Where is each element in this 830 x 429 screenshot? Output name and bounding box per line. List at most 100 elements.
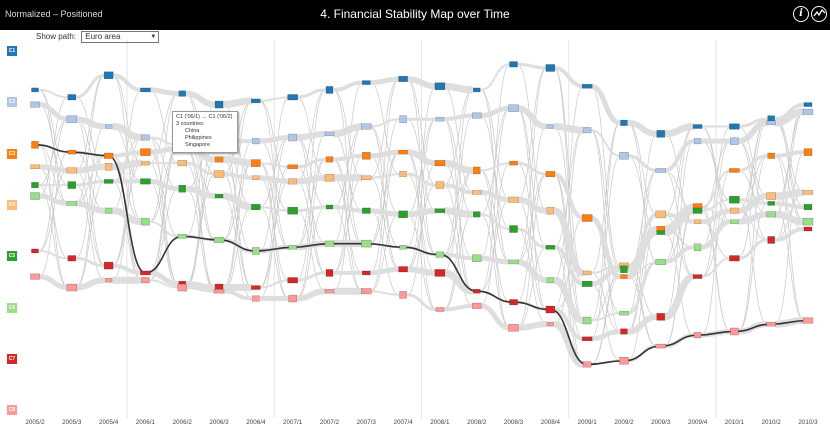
node-C4[interactable]: [693, 219, 702, 224]
node-C3[interactable]: [31, 141, 39, 149]
ribbon-C1[interactable]: [517, 62, 547, 70]
ribbon-C1[interactable]: [149, 87, 179, 97]
ribbon-C5[interactable]: [259, 206, 289, 212]
ribbon-C1[interactable]: [443, 82, 473, 94]
ribbon-C7[interactable]: [627, 313, 658, 335]
ribbon-C7[interactable]: [701, 257, 731, 278]
node-C8[interactable]: [177, 283, 187, 292]
node-C5[interactable]: [472, 211, 481, 218]
node-C8[interactable]: [30, 273, 40, 280]
node-C3[interactable]: [472, 166, 481, 175]
ribbon-C4[interactable]: [517, 196, 547, 214]
ribbon-C3[interactable]: [370, 149, 400, 159]
node-C2[interactable]: [766, 120, 776, 126]
node-C2[interactable]: [582, 127, 592, 134]
node-C3[interactable]: [398, 149, 408, 155]
ribbon-C5[interactable]: [627, 229, 658, 273]
ribbon-C6[interactable]: [480, 255, 510, 265]
ribbon-C6[interactable]: [738, 211, 768, 225]
ribbon-C7[interactable]: [591, 328, 621, 342]
node-C6[interactable]: [104, 207, 113, 214]
node-C3[interactable]: [509, 160, 518, 166]
ribbon-C8[interactable]: [517, 321, 547, 331]
node-C4[interactable]: [802, 190, 814, 195]
ribbon-C2[interactable]: [259, 135, 289, 144]
ribbon-C1[interactable]: [185, 90, 216, 108]
node-C5[interactable]: [803, 204, 813, 211]
node-C3[interactable]: [620, 274, 628, 279]
ribbon-C8[interactable]: [553, 320, 585, 368]
node-C6[interactable]: [766, 211, 776, 218]
ribbon-C3[interactable]: [480, 162, 510, 172]
node-C1[interactable]: [472, 87, 481, 93]
ribbon-C3[interactable]: [738, 154, 768, 172]
node-C5[interactable]: [214, 193, 224, 199]
node-C2[interactable]: [361, 123, 372, 130]
node-C8[interactable]: [730, 327, 739, 336]
node-C1[interactable]: [545, 64, 556, 72]
ribbon-C3[interactable]: [775, 150, 805, 158]
ribbon-C1[interactable]: [480, 63, 510, 91]
ribbon-C2[interactable]: [443, 113, 473, 122]
node-C1[interactable]: [656, 130, 666, 138]
ribbon-C4[interactable]: [406, 172, 437, 187]
ribbon-C5[interactable]: [407, 207, 436, 218]
ribbon-C5[interactable]: [222, 192, 253, 211]
ribbon-C1[interactable]: [664, 123, 694, 138]
ribbon-C5[interactable]: [296, 205, 326, 213]
ribbon-C8[interactable]: [222, 289, 252, 301]
ribbon-C4[interactable]: [112, 159, 142, 171]
node-C7[interactable]: [767, 236, 775, 244]
node-C8[interactable]: [361, 288, 372, 295]
node-C2[interactable]: [508, 104, 519, 112]
ribbon-C1[interactable]: [590, 83, 621, 126]
node-C1[interactable]: [251, 98, 261, 104]
node-C5[interactable]: [545, 245, 556, 250]
cluster-label-c1[interactable]: C1: [7, 46, 17, 56]
ribbon-C5[interactable]: [149, 178, 179, 192]
ribbon-C1[interactable]: [75, 73, 105, 99]
ribbon-C4[interactable]: [370, 173, 400, 179]
mode-label[interactable]: Normalized – Positioned: [5, 9, 103, 19]
node-C2[interactable]: [324, 131, 335, 137]
ribbon-C2[interactable]: [112, 123, 142, 141]
path-select[interactable]: Euro area ▼: [81, 31, 160, 43]
node-C6[interactable]: [730, 219, 739, 224]
node-C6[interactable]: [435, 251, 445, 258]
node-C4[interactable]: [288, 178, 297, 185]
node-C2[interactable]: [66, 115, 78, 123]
ribbon-C3[interactable]: [701, 169, 731, 209]
node-C4[interactable]: [104, 163, 113, 171]
ribbon-C1[interactable]: [774, 102, 805, 122]
node-C1[interactable]: [140, 87, 151, 93]
ribbon-C2[interactable]: [664, 139, 695, 173]
node-C1[interactable]: [67, 94, 77, 101]
ribbon-C5[interactable]: [701, 198, 731, 212]
node-C7[interactable]: [656, 313, 666, 321]
ribbon-C7[interactable]: [370, 266, 400, 276]
node-C6[interactable]: [288, 245, 297, 250]
ribbon-C3[interactable]: [259, 162, 289, 168]
node-C2[interactable]: [252, 138, 260, 145]
ribbon-C2[interactable]: [590, 129, 621, 157]
ribbon-C4[interactable]: [701, 208, 731, 225]
ribbon-C1[interactable]: [627, 119, 658, 137]
node-C8[interactable]: [435, 307, 445, 312]
ribbon-C5[interactable]: [370, 208, 400, 217]
ribbon-C1[interactable]: [112, 73, 142, 92]
ribbon-C3[interactable]: [296, 157, 326, 169]
ribbon-C5[interactable]: [186, 185, 216, 200]
ribbon-C5[interactable]: [738, 198, 768, 205]
node-C4[interactable]: [252, 175, 260, 181]
node-C4[interactable]: [66, 167, 78, 174]
cluster-label-c2[interactable]: C2: [7, 97, 17, 108]
ribbon-C7[interactable]: [443, 269, 474, 295]
ribbon-C1[interactable]: [222, 97, 252, 109]
node-C3[interactable]: [103, 152, 114, 159]
trend-icon[interactable]: [811, 6, 827, 22]
ribbon-C5[interactable]: [75, 179, 105, 187]
node-C8[interactable]: [141, 277, 150, 284]
node-C8[interactable]: [546, 321, 555, 327]
ribbon-C6[interactable]: [775, 210, 805, 226]
ribbon-C3[interactable]: [112, 150, 142, 158]
